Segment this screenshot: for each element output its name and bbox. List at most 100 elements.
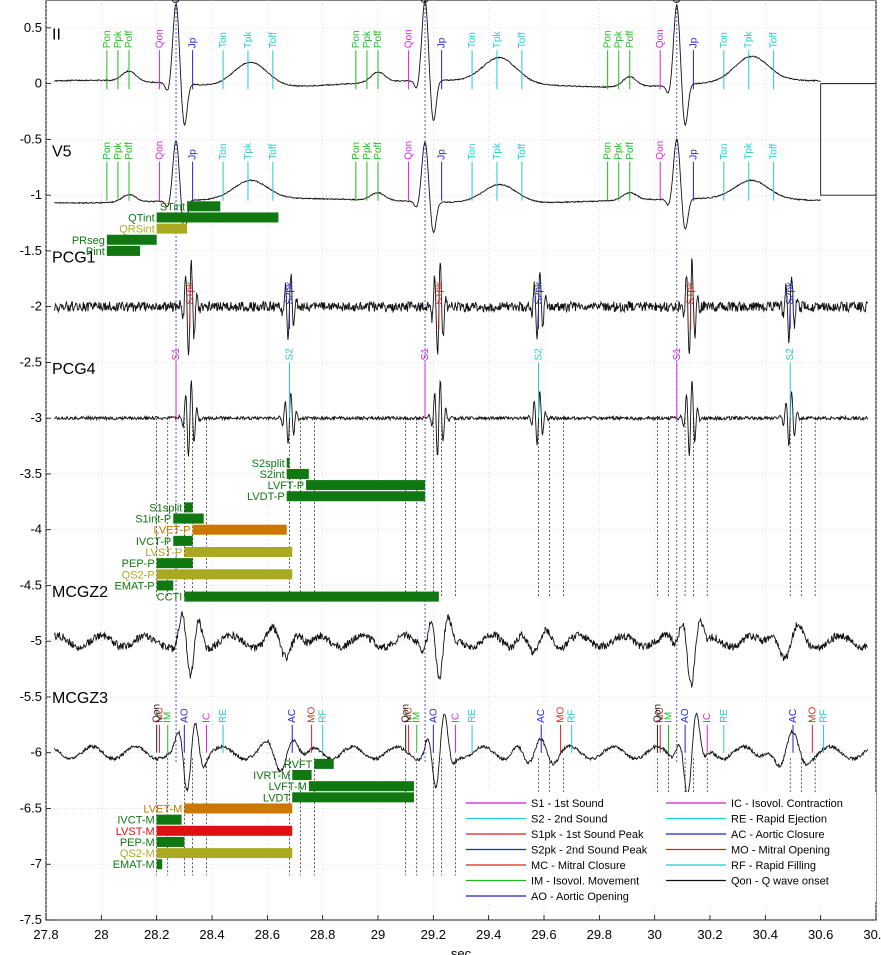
y-tick-label: -7.5 (20, 912, 42, 927)
v5-jp-marker-label: Jp (437, 149, 448, 160)
y-tick-label: -1.5 (20, 243, 42, 258)
interval-label-s2int: S2int (260, 469, 285, 481)
legend-entry: S1 - 1st Sound (531, 798, 604, 810)
mcg-mc-marker-label: MC (403, 707, 414, 723)
legend-entry: RF - Rapid Filling (731, 860, 816, 872)
pcg-s2pk-marker-label: S2pk (785, 281, 796, 305)
mcg-rf-marker-label: RF (567, 710, 578, 723)
interval-bar-ccti (184, 591, 439, 602)
ecg-jp-marker-label: Jp (437, 37, 448, 48)
ecg-tpk-marker-label: Tpk (243, 31, 254, 49)
ecg-jp-marker-label: Jp (688, 37, 699, 48)
interval-bar-lvft-m (308, 781, 414, 792)
ecg-toff-marker-label: Toff (517, 32, 528, 48)
ecg-tpk-marker-label: Tpk (744, 31, 755, 49)
interval-label-s2split: S2split (252, 458, 285, 470)
interval-bar-ivct-m (156, 814, 182, 825)
v5-ton-marker-label: Ton (467, 144, 478, 160)
pcg-s2-marker-label: S2 (785, 348, 796, 361)
legend-entry: AC - Aortic Closure (731, 829, 825, 841)
legend-entry: MO - Mitral Opening (731, 845, 830, 857)
mcg-ac-marker-label: AC (536, 709, 547, 723)
mcg-qon-marker-label: Qon (152, 704, 163, 723)
mcg-qon-marker-label: Qon (652, 704, 663, 723)
mcgz2-trace (53, 611, 868, 688)
y-tick-label: 0.5 (24, 20, 42, 35)
interval-label-ivct-m: IVCT-M (117, 815, 154, 827)
ecg-poff-marker-label: Poff (373, 30, 384, 48)
interval-label-s1split: S1split (149, 502, 182, 514)
x-tick-label: 28.4 (199, 927, 224, 942)
y-tick-label: -4.5 (20, 577, 42, 592)
mcg-im-marker-label: IM (664, 712, 675, 723)
ecg-pon-marker-label: Pon (351, 30, 362, 48)
y-tick-label: -5.5 (20, 689, 42, 704)
mcg-re-marker-label: RE (719, 709, 730, 723)
ecg-ppk-marker-label: Ppk (614, 30, 625, 48)
legend: S1 - 1st Sound S2 - 2nd Sound S1pk - 1st S… (458, 792, 876, 903)
pcg-s2pk-marker-label: S2pk (284, 281, 295, 305)
ecg-toff-marker-label: Toff (268, 32, 279, 48)
x-tick-label: 28.8 (310, 927, 335, 942)
pcg-s1-marker-label: S1 (420, 348, 431, 361)
interval-bar-qrsint (156, 223, 188, 234)
interval-label-stint: STint (160, 201, 185, 213)
mcg-ic-marker-label: IC (201, 713, 212, 723)
interval-label-lvft-p: LVFT-P (268, 480, 304, 492)
interval-bar-s2int (286, 468, 309, 479)
ecg-jp-marker-label: Jp (188, 37, 199, 48)
interval-bar-ivct-p (173, 535, 193, 546)
v5-poff-marker-label: Poff (373, 142, 384, 160)
v5-ton-marker-label: Ton (218, 144, 229, 160)
mcgz3-trace (53, 712, 869, 796)
v5-pon-marker-label: Pon (102, 142, 113, 160)
legend-entry: IC - Isovol. Contraction (731, 798, 843, 810)
ecg-ton-marker-label: Ton (218, 32, 229, 48)
interval-label-lvet-p: LVET-P (154, 525, 191, 537)
mcg-rf-marker-label: RF (318, 710, 329, 723)
interval-label-pep-p: PEP-P (122, 558, 155, 570)
v5-poff-marker-label: Poff (124, 142, 135, 160)
x-tick-label: 30.8 (863, 927, 881, 942)
plot-background (45, 0, 877, 921)
pcg-s2-marker-label: S2 (533, 348, 544, 361)
legend-entry: IM - Isovol. Movement (531, 876, 639, 888)
v5-ppk-marker-label: Ppk (113, 141, 124, 159)
channel-labels: II V5 PCG1 PCG4 MCGZ2 MCGZ3 (52, 26, 108, 707)
interval-label-qs2-p: QS2-P (122, 569, 155, 581)
v5-tpk-marker-label: Tpk (492, 142, 503, 160)
v5-qon-marker-label: Qon (655, 141, 666, 160)
interval-bar-qtint (156, 212, 279, 223)
interval-label-qrsint: QRSint (119, 224, 154, 236)
mcg-im-marker-label: IM (412, 712, 423, 723)
y-tick-label: -0.5 (20, 131, 42, 146)
pcg-s1pk-marker-label: S1pk (434, 281, 445, 305)
ecg-pon-marker-label: Pon (603, 30, 614, 48)
x-tick-label: 29 (371, 927, 385, 942)
x-tick-label: 28 (94, 927, 108, 942)
x-tick-label: 30 (647, 927, 661, 942)
ecg-tpk-marker-label: Tpk (492, 31, 503, 49)
interval-label-pint: Pint (86, 246, 105, 258)
mcg-ao-marker-label: AO (428, 708, 439, 723)
ecg-qon-marker-label: Qon (655, 29, 666, 48)
interval-label-lvst-m: LVST-M (116, 826, 155, 838)
x-tick-label: 30.6 (808, 927, 833, 942)
interval-label-pep-m: PEP-M (120, 837, 155, 849)
y-tick-label: -6.5 (20, 800, 42, 815)
pcg-s2pk-marker-label: S2pk (533, 281, 544, 305)
interval-bar-lvdt-p (286, 491, 426, 502)
x-tick-label: 29.8 (587, 927, 612, 942)
v5-jp-marker-label: Jp (688, 149, 699, 160)
interval-label-s1int-p: S1int-P (135, 514, 171, 526)
interval-label-lvdt: LVDT (263, 792, 291, 804)
interval-label-lvdt-p: LVDT-P (247, 491, 285, 503)
interval-bar-ivrt-m (292, 770, 312, 781)
legend-entry: S2pk - 2nd Sound Peak (531, 845, 648, 857)
y-tick-label: -7 (30, 856, 42, 871)
ecg-poff-marker-label: Poff (625, 30, 636, 48)
v5-ppk-marker-label: Ppk (362, 141, 373, 159)
interval-label-lvst-p: LVST-P (145, 547, 182, 559)
interval-bar-rvft (314, 758, 334, 769)
